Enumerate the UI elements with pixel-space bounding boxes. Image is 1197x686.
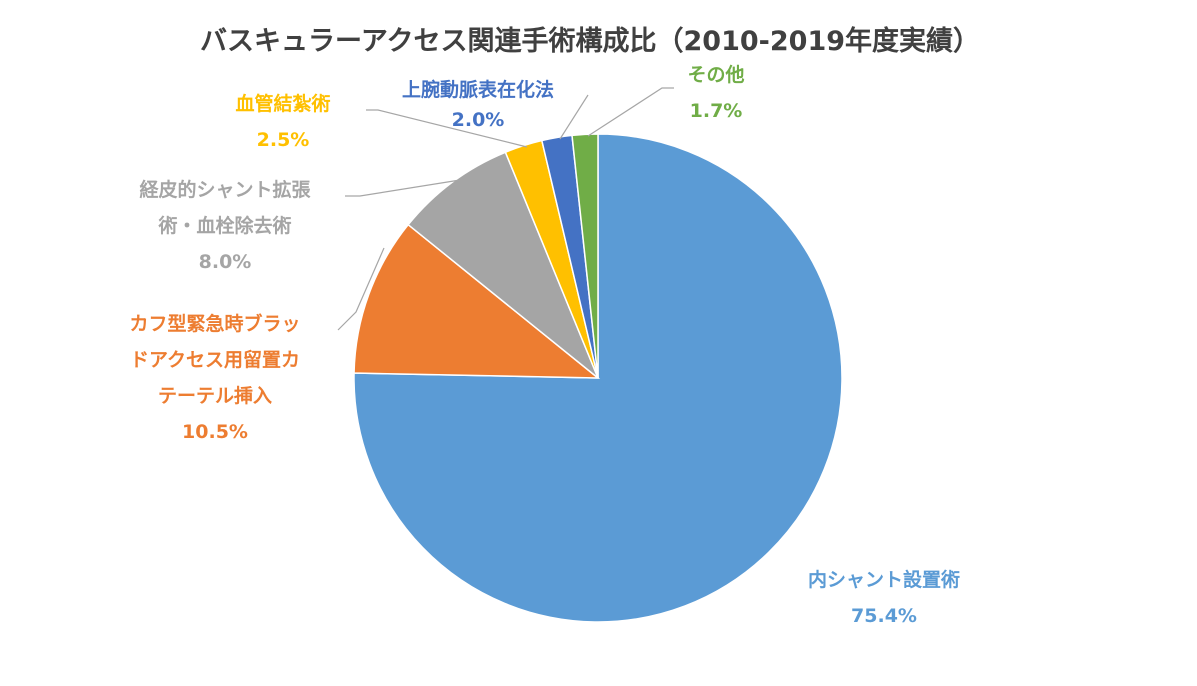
leader-line <box>337 247 385 331</box>
pie-slice <box>407 151 599 379</box>
data-label-value: 2.5% <box>257 129 310 151</box>
data-label-category: 上腕動脈表在化法 <box>402 78 554 101</box>
leader-line <box>559 94 589 140</box>
data-label: その他 1.7% <box>687 63 744 122</box>
data-label-category: その他 <box>687 63 744 86</box>
data-label-value: 10.5% <box>182 421 248 443</box>
data-label: 血管結紮術 2.5% <box>235 92 330 151</box>
data-label-category: カフ型緊急時ブラッ <box>129 312 300 335</box>
pie-slice <box>353 223 601 379</box>
data-label-value: 2.0% <box>452 109 505 131</box>
pie-slice <box>353 133 843 623</box>
data-label-value: 1.7% <box>690 100 743 122</box>
data-label: 上腕動脈表在化法 2.0% <box>402 78 554 131</box>
leader-lines <box>337 87 674 331</box>
leader-line <box>345 179 461 197</box>
data-label-category: 術・血栓除去術 <box>157 214 291 237</box>
pie-slice <box>571 133 599 379</box>
chart-title: バスキュラーアクセス関連手術構成比（2010-2019年度実績） <box>200 25 980 57</box>
data-label-category: ドアクセス用留置カ <box>130 349 300 371</box>
leader-line <box>587 87 674 137</box>
data-label-category: 血管結紮術 <box>235 92 330 115</box>
data-label: 内シャント設置術 75.4% <box>808 568 960 627</box>
data-label-category: テーテル挿入 <box>158 385 272 407</box>
data-label-value: 75.4% <box>851 605 917 627</box>
data-label-category: 経皮的シャント拡張 <box>139 178 311 201</box>
pie-slices <box>353 133 843 623</box>
data-label-category: 内シャント設置術 <box>808 568 960 591</box>
data-label-value: 8.0% <box>199 251 252 273</box>
leader-line <box>366 109 528 148</box>
